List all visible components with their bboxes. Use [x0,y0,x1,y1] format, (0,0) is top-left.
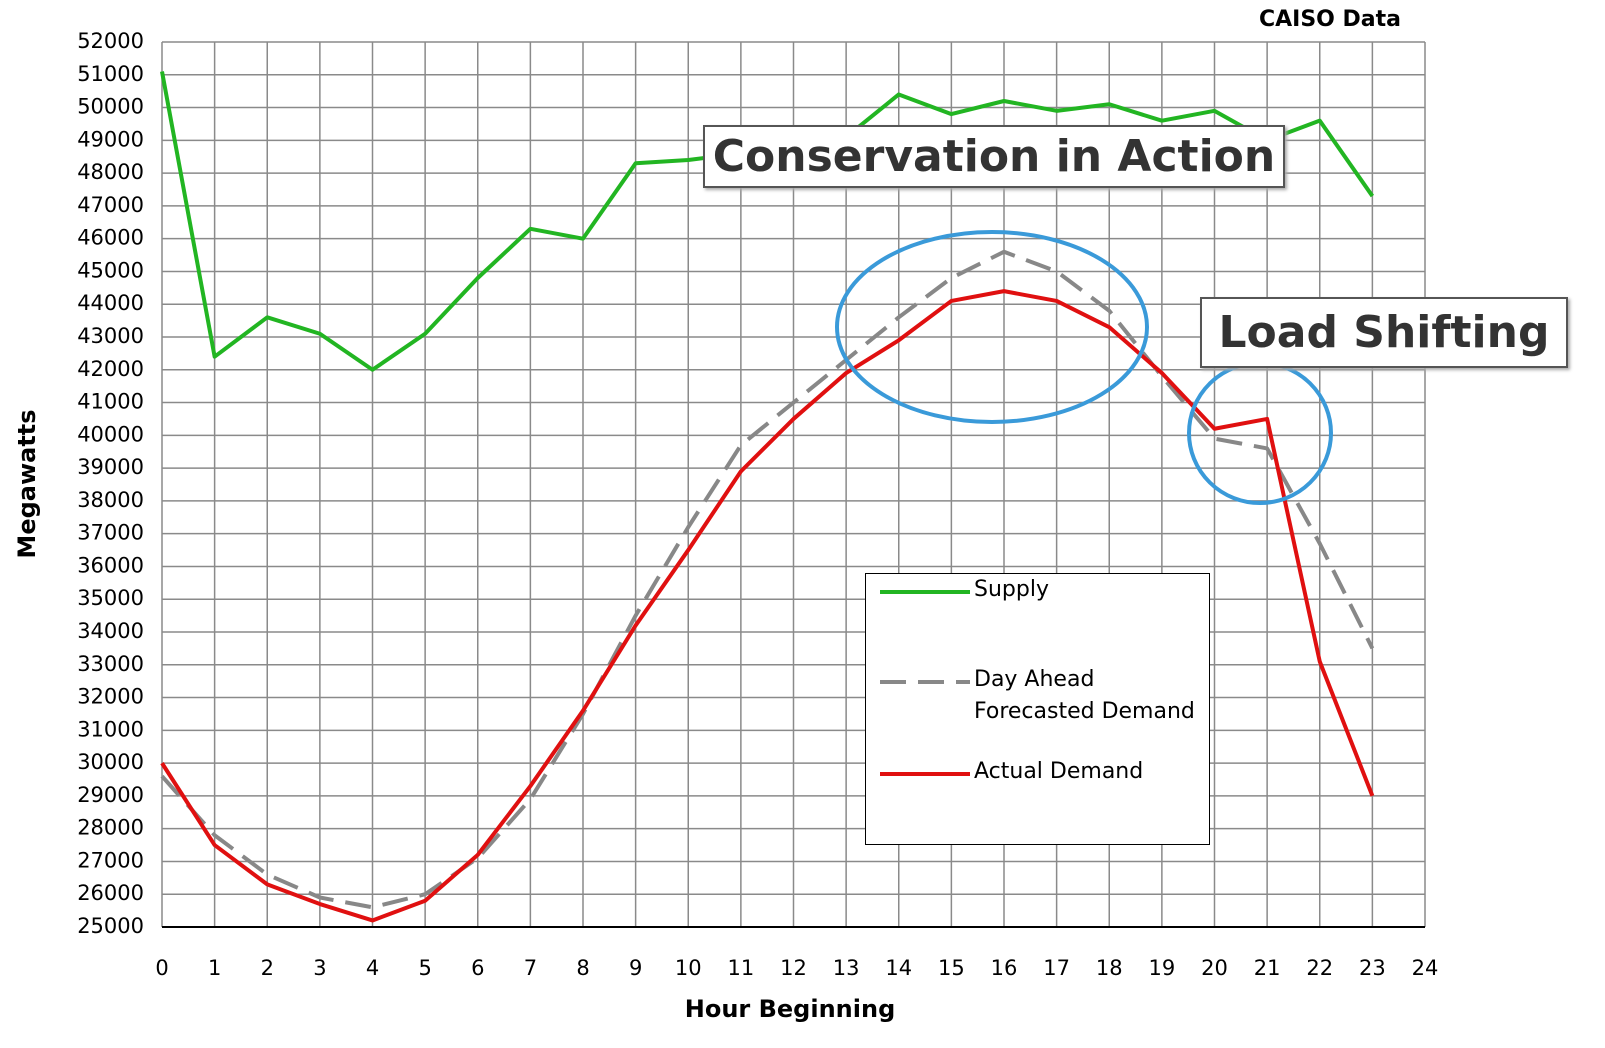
y-tick-label: 46000 [77,226,144,250]
y-tick-label: 39000 [77,455,144,479]
x-tick-label: 5 [418,956,431,980]
legend-label: Supply [974,577,1049,602]
y-tick-label: 45000 [77,258,144,282]
legend-swatch [880,680,970,684]
legend: Supply Day Ahead Forecasted Demand Actual … [865,573,1210,845]
annotation: Conservation in Action [703,125,1285,188]
y-tick-label: 27000 [77,848,144,872]
y-tick-label: 26000 [77,881,144,905]
y-tick-label: 49000 [77,127,144,151]
y-tick-label: 50000 [77,95,144,119]
y-tick-label: 40000 [77,422,144,446]
x-tick-label: 4 [366,956,379,980]
highlight-ellipse [835,230,1149,424]
y-tick-label: 36000 [77,553,144,577]
legend-label: Day Ahead Forecasted Demand [974,667,1195,724]
x-tick-label: 11 [728,956,755,980]
x-tick-label: 13 [833,956,860,980]
x-tick-label: 22 [1306,956,1333,980]
x-tick-label: 7 [524,956,537,980]
legend-swatch [880,590,970,594]
legend-swatch [880,772,970,776]
y-tick-label: 41000 [77,390,144,414]
x-tick-label: 17 [1043,956,1070,980]
x-tick-label: 0 [155,956,168,980]
legend-item: Actual Demand [878,759,1199,788]
x-axis-label: Hour Beginning [685,995,896,1023]
series-line [160,71,1375,372]
x-tick-label: 3 [313,956,326,980]
x-tick-label: 24 [1412,956,1439,980]
y-tick-label: 25000 [77,914,144,938]
legend-label: Actual Demand [974,759,1144,784]
highlight-ellipse [1187,361,1333,505]
grid: 25000 26000 27000 28000 29000 30000 31000 32000… [77,29,1438,980]
x-tick-label: 10 [675,956,702,980]
y-tick-label: 43000 [77,324,144,348]
legend-item: Day Ahead Forecasted Demand [878,667,1199,728]
y-tick-label: 28000 [77,816,144,840]
y-tick-label: 42000 [77,357,144,381]
series-line [160,289,1375,923]
x-tick-label: 9 [629,956,642,980]
y-tick-label: 30000 [77,750,144,774]
x-tick-label: 20 [1201,956,1228,980]
legend-item: Supply [878,577,1199,606]
x-tick-label: 21 [1254,956,1281,980]
x-tick-label: 18 [1096,956,1123,980]
y-tick-label: 47000 [77,193,144,217]
y-tick-label: 29000 [77,783,144,807]
y-tick-label: 48000 [77,160,144,184]
y-tick-label: 35000 [77,586,144,610]
x-tick-label: 23 [1359,956,1386,980]
y-tick-label: 32000 [77,685,144,709]
y-tick-label: 33000 [77,652,144,676]
series-line [160,249,1375,910]
y-tick-label: 34000 [77,619,144,643]
y-tick-label: 38000 [77,488,144,512]
y-tick-label: 44000 [77,291,144,315]
x-tick-label: 15 [938,956,965,980]
x-tick-label: 2 [261,956,274,980]
x-tick-label: 16 [991,956,1018,980]
y-tick-label: 31000 [77,717,144,741]
x-tick-label: 12 [780,956,807,980]
x-tick-label: 6 [471,956,484,980]
y-tick-label: 52000 [77,29,144,53]
y-axis-label: Megawatts [13,409,41,558]
y-tick-label: 37000 [77,521,144,545]
y-tick-label: 51000 [77,62,144,86]
annotation: Load Shifting [1200,297,1568,368]
x-tick-label: 19 [1149,956,1176,980]
x-tick-label: 14 [885,956,912,980]
subtitle: CAISO Data [1259,7,1401,32]
x-tick-label: 1 [208,956,221,980]
x-tick-label: 8 [576,956,589,980]
